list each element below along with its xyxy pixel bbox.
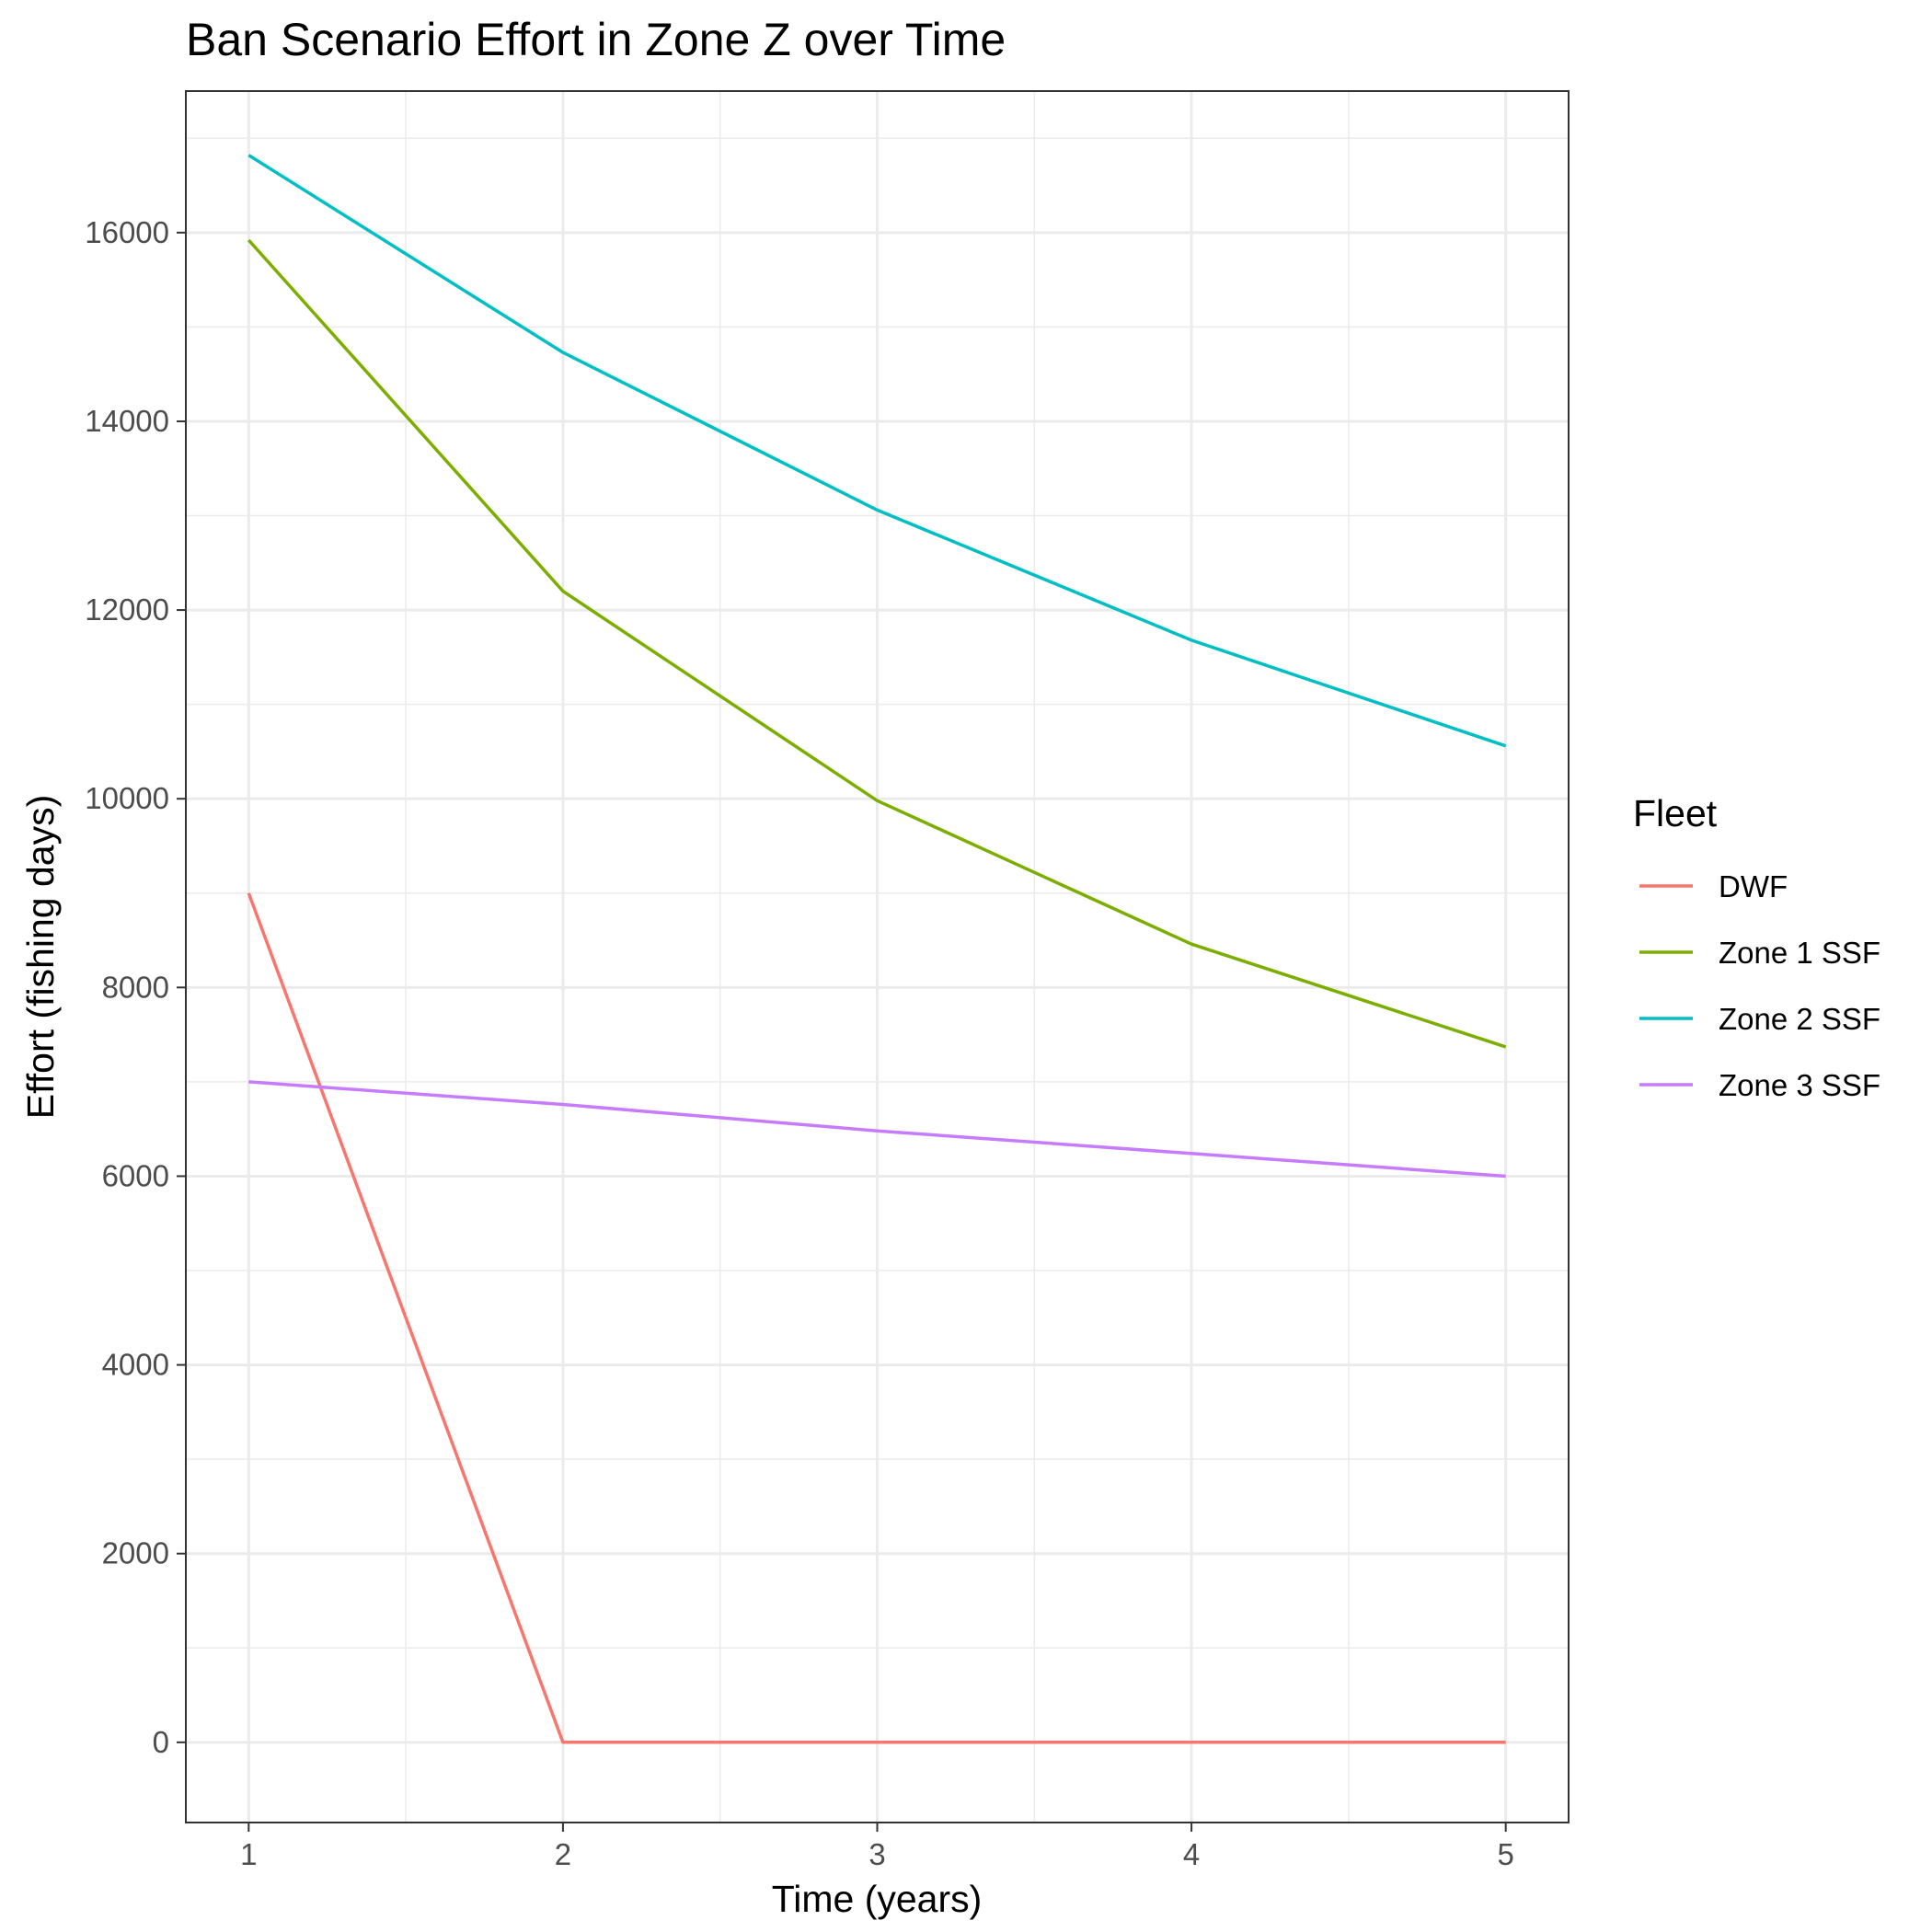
series-lines (247, 154, 1507, 1744)
legend-item-zone-3-ssf: Zone 3 SSF (1639, 1068, 1880, 1102)
y-tick-label: 16000 (85, 215, 169, 249)
legend: Fleet DWF Zone 1 SSF Zone 2 SSF Zone 3 SSF (1633, 792, 1880, 1102)
legend-label-dwf: DWF (1719, 869, 1788, 903)
x-axis: 1 2 3 4 5 (240, 1823, 1514, 1871)
y-tick-label: 0 (153, 1725, 169, 1759)
legend-item-zone-1-ssf: Zone 1 SSF (1639, 936, 1880, 970)
y-axis: 0 2000 4000 6000 8000 10000 12000 14000 16000 (85, 215, 186, 1759)
legend-title: Fleet (1633, 792, 1718, 834)
legend-label-zone-2-ssf: Zone 2 SSF (1719, 1002, 1880, 1036)
y-tick-label: 8000 (102, 970, 169, 1004)
legend-item-dwf: DWF (1639, 869, 1788, 903)
x-tick-label: 1 (240, 1837, 257, 1871)
x-tick-label: 5 (1498, 1837, 1514, 1871)
y-tick-label: 12000 (85, 592, 169, 627)
x-axis-title: Time (years) (772, 1878, 983, 1920)
y-tick-label: 10000 (85, 781, 169, 815)
y-tick-label: 4000 (102, 1348, 169, 1382)
series-line-zone-3-ssf (248, 1080, 1506, 1179)
grid (186, 91, 1569, 1823)
legend-label-zone-1-ssf: Zone 1 SSF (1719, 936, 1880, 970)
legend-items: DWF Zone 1 SSF Zone 2 SSF Zone 3 SSF (1639, 869, 1880, 1102)
y-tick-label: 14000 (85, 404, 169, 438)
y-axis-title: Effort (fishing days) (19, 795, 62, 1119)
x-tick-label: 4 (1183, 1837, 1200, 1871)
chart-title: Ban Scenario Effort in Zone Z over Time (186, 14, 1006, 65)
x-tick-label: 2 (555, 1837, 571, 1871)
series-line-zone-1-ssf (247, 238, 1507, 1049)
legend-label-zone-3-ssf: Zone 3 SSF (1719, 1068, 1880, 1102)
y-tick-label: 2000 (102, 1536, 169, 1570)
series-line-dwf (247, 892, 1506, 1744)
x-tick-label: 3 (868, 1837, 885, 1871)
y-tick-label: 6000 (102, 1158, 169, 1192)
series-line-zone-2-ssf (247, 154, 1507, 748)
legend-item-zone-2-ssf: Zone 2 SSF (1639, 1002, 1880, 1036)
